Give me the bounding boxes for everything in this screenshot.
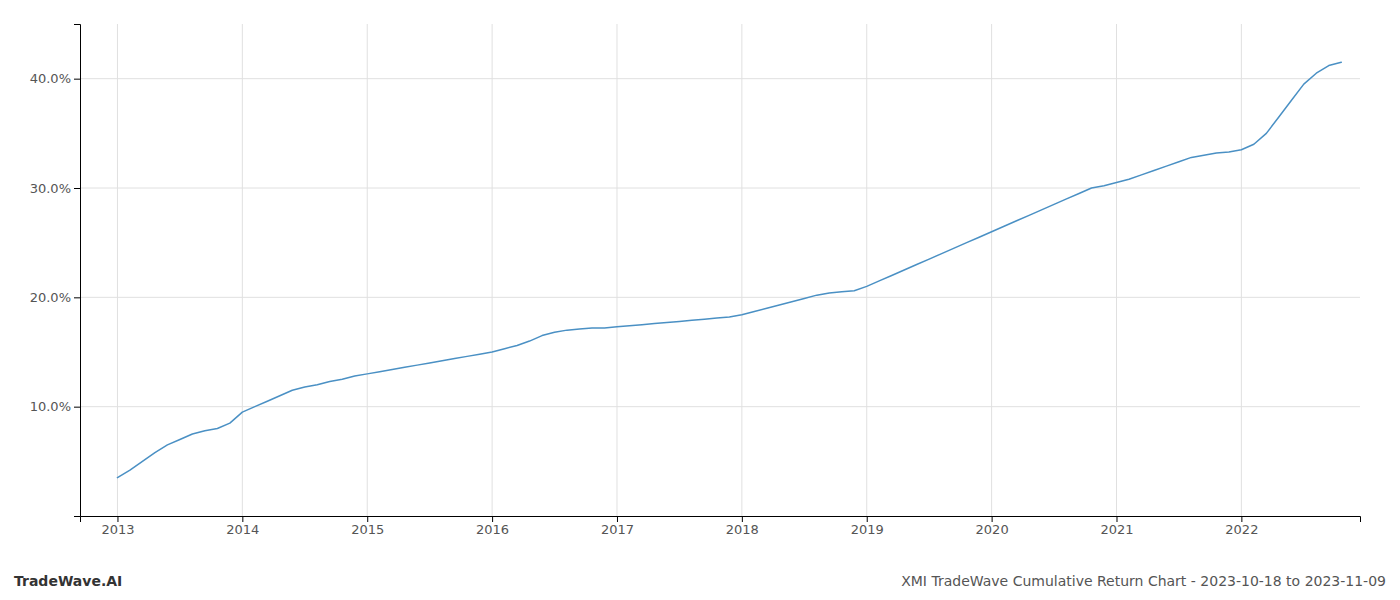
x-tick-label: 2018 [726, 522, 759, 537]
data-line [117, 62, 1341, 477]
y-tick-mark [74, 297, 80, 298]
grid-line-y [80, 406, 1360, 407]
x-tick-label: 2016 [476, 522, 509, 537]
x-tick-mark [242, 516, 243, 522]
y-tick-mark [74, 188, 80, 189]
x-tick-label: 2017 [601, 522, 634, 537]
grid-line-x [117, 24, 118, 516]
grid-line-x [242, 24, 243, 516]
x-tick-mark [1241, 516, 1242, 522]
x-axis-line [81, 517, 1361, 523]
y-tick-mark [74, 407, 80, 408]
grid [80, 24, 1360, 516]
chart-svg: 2013 2014 2015 2016 2017 2018 2019 2020 2021 2022… [0, 0, 1400, 600]
x-tick-mark [492, 516, 493, 522]
grid-line-y [80, 78, 1360, 79]
x-tick-label: 2015 [351, 522, 384, 537]
x-tick-mark [742, 516, 743, 522]
x-tick: 2018 [726, 516, 759, 537]
grid-line-x [616, 24, 617, 516]
x-tick-label: 2019 [851, 522, 884, 537]
x-tick: 2017 [601, 516, 634, 537]
grid-line-y [80, 297, 1360, 298]
x-tick: 2013 [101, 516, 134, 537]
x-tick-mark [992, 516, 993, 522]
x-tick-mark [117, 516, 118, 522]
x-tick: 2019 [851, 516, 884, 537]
grid-line-x [1241, 24, 1242, 516]
x-tick-mark [867, 516, 868, 522]
x-tick: 2015 [351, 516, 384, 537]
y-tick-label: 20.0% [30, 290, 71, 305]
x-tick: 2022 [1225, 516, 1258, 537]
grid-line-x [492, 24, 493, 516]
x-tick-mark [1116, 516, 1117, 522]
x-tick-mark [617, 516, 618, 522]
grid-line-y [80, 188, 1360, 189]
y-tick-mark [74, 79, 80, 80]
y-tick-label: 10.0% [30, 399, 71, 414]
x-tick: 2021 [1100, 516, 1133, 537]
grid-line-x [367, 24, 368, 516]
y-tick: 40.0% [30, 71, 80, 86]
x-tick: 2020 [976, 516, 1009, 537]
x-tick-label: 2013 [101, 522, 134, 537]
chart-title: XMI TradeWave Cumulative Return Chart - … [901, 573, 1386, 589]
x-tick-mark [367, 516, 368, 522]
y-axis: 10.0% 20.0% 30.0% 40.0% [30, 25, 81, 517]
grid-line-x [741, 24, 742, 516]
x-tick-label: 2022 [1225, 522, 1258, 537]
watermark: TradeWave.AI [14, 573, 122, 589]
x-tick-label: 2021 [1100, 522, 1133, 537]
y-axis-line [74, 25, 81, 517]
y-tick-label: 30.0% [30, 181, 71, 196]
y-tick: 30.0% [30, 181, 80, 196]
y-tick: 10.0% [30, 399, 80, 414]
grid-line-x [991, 24, 992, 516]
grid-line-x [1116, 24, 1117, 516]
grid-line-x [866, 24, 867, 516]
x-tick-label: 2014 [226, 522, 259, 537]
x-tick: 2014 [226, 516, 259, 537]
y-tick-label: 40.0% [30, 71, 71, 86]
y-tick: 20.0% [30, 290, 80, 305]
x-tick: 2016 [476, 516, 509, 537]
x-axis: 2013 2014 2015 2016 2017 2018 2019 2020 2021 2022 [81, 516, 1361, 537]
x-tick-label: 2020 [976, 522, 1009, 537]
plot-area [117, 62, 1341, 477]
